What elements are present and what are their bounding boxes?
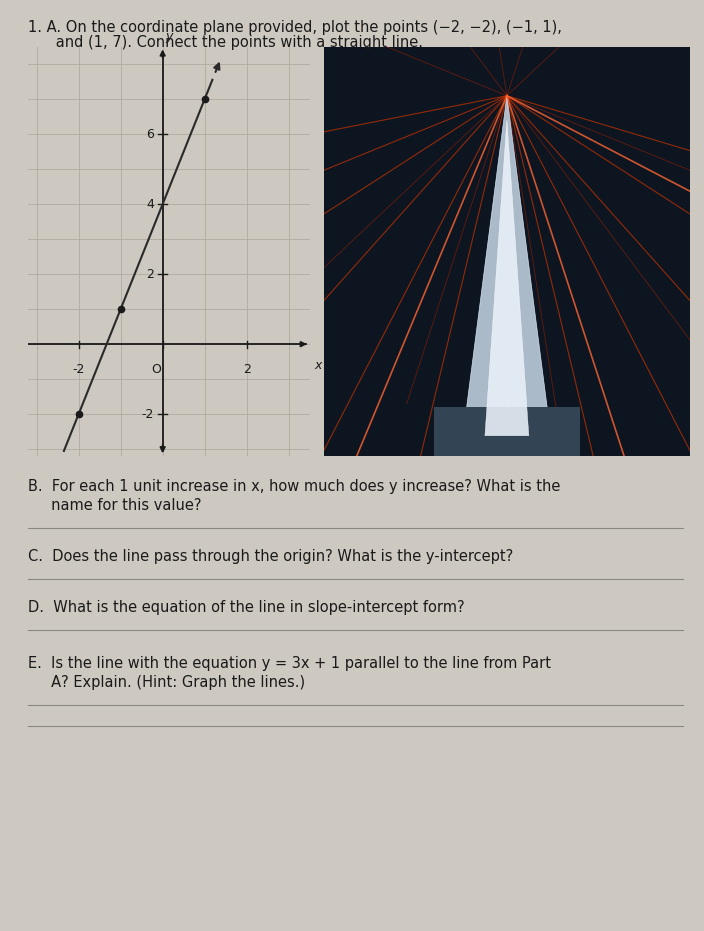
Text: -2: -2 (142, 408, 154, 421)
Text: O: O (151, 363, 161, 376)
Text: B.  For each 1 unit increase in x, how much does y increase? What is the: B. For each 1 unit increase in x, how mu… (28, 479, 560, 494)
Text: x: x (314, 358, 321, 371)
Text: 2: 2 (146, 267, 154, 280)
Text: and (1, 7). Connect the points with a straight line.: and (1, 7). Connect the points with a st… (28, 35, 423, 50)
Text: A? Explain. (Hint: Graph the lines.): A? Explain. (Hint: Graph the lines.) (28, 675, 306, 690)
Text: 6: 6 (146, 128, 154, 141)
Text: D.  What is the equation of the line in slope-intercept form?: D. What is the equation of the line in s… (28, 600, 465, 615)
Text: -2: -2 (73, 363, 84, 376)
Text: 4: 4 (146, 197, 154, 210)
Text: C.  Does the line pass through the origin? What is the y-intercept?: C. Does the line pass through the origin… (28, 549, 513, 564)
Text: y: y (165, 30, 172, 43)
Polygon shape (463, 96, 551, 436)
Bar (434, 407, 580, 456)
Text: name for this value?: name for this value? (28, 498, 201, 513)
Text: 2: 2 (243, 363, 251, 376)
Text: 1. A. On the coordinate plane provided, plot the points (−2, −2), (−1, 1),: 1. A. On the coordinate plane provided, … (28, 20, 562, 35)
Text: E.  Is the line with the equation y = 3x + 1 parallel to the line from Part: E. Is the line with the equation y = 3x … (28, 656, 551, 671)
Polygon shape (485, 120, 529, 436)
